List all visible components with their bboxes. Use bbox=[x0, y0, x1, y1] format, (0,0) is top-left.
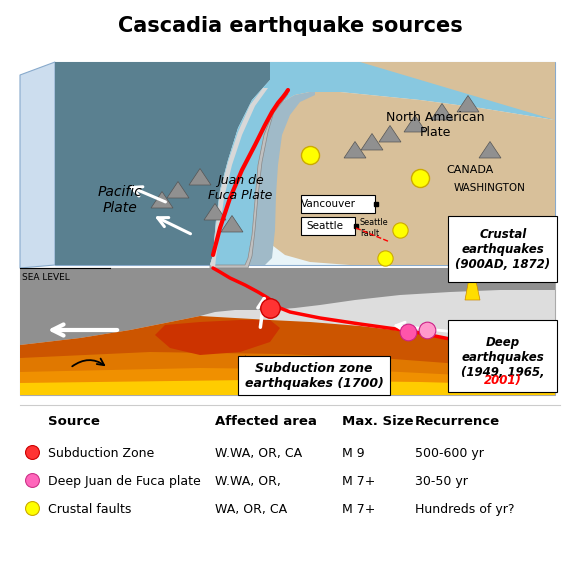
Polygon shape bbox=[189, 168, 211, 185]
Polygon shape bbox=[20, 316, 555, 395]
Text: SEA LEVEL: SEA LEVEL bbox=[22, 273, 70, 282]
Text: 30-50 yr: 30-50 yr bbox=[415, 475, 468, 488]
Polygon shape bbox=[155, 320, 280, 355]
Text: Juan de
Fuca Plate: Juan de Fuca Plate bbox=[208, 174, 272, 202]
Text: 500-600 yr: 500-600 yr bbox=[415, 447, 484, 460]
Text: 2001): 2001) bbox=[484, 374, 522, 387]
Polygon shape bbox=[210, 88, 268, 268]
Polygon shape bbox=[379, 125, 401, 142]
Text: Source: Source bbox=[48, 415, 100, 428]
Polygon shape bbox=[361, 133, 383, 150]
FancyBboxPatch shape bbox=[301, 195, 375, 213]
Polygon shape bbox=[55, 62, 555, 265]
FancyBboxPatch shape bbox=[448, 320, 557, 392]
FancyBboxPatch shape bbox=[301, 217, 355, 235]
Polygon shape bbox=[167, 182, 189, 198]
Polygon shape bbox=[20, 62, 55, 268]
Text: Cascadia earthquake sources: Cascadia earthquake sources bbox=[118, 16, 462, 36]
Polygon shape bbox=[151, 191, 173, 208]
Polygon shape bbox=[479, 141, 501, 158]
Text: Affected area: Affected area bbox=[215, 415, 317, 428]
Text: Seattle: Seattle bbox=[306, 221, 343, 231]
Text: Deep Juan de Fuca plate: Deep Juan de Fuca plate bbox=[48, 475, 201, 488]
Text: North American
Plate: North American Plate bbox=[386, 111, 484, 139]
Polygon shape bbox=[20, 268, 555, 345]
Text: M 9: M 9 bbox=[342, 447, 365, 460]
Text: Deep
earthquakes
(1949, 1965,: Deep earthquakes (1949, 1965, bbox=[461, 336, 545, 379]
Polygon shape bbox=[404, 116, 426, 132]
Polygon shape bbox=[221, 216, 243, 232]
FancyBboxPatch shape bbox=[238, 356, 390, 395]
Polygon shape bbox=[465, 262, 480, 300]
Polygon shape bbox=[431, 104, 453, 120]
Polygon shape bbox=[20, 380, 555, 395]
Text: WASHINGTON: WASHINGTON bbox=[454, 183, 526, 193]
Text: Subduction zone
earthquakes (1700): Subduction zone earthquakes (1700) bbox=[245, 362, 383, 390]
Polygon shape bbox=[457, 95, 479, 112]
Text: W.WA, OR,: W.WA, OR, bbox=[215, 475, 281, 488]
FancyBboxPatch shape bbox=[448, 216, 557, 282]
Text: Max. Size: Max. Size bbox=[342, 415, 414, 428]
Text: M 7+: M 7+ bbox=[342, 475, 375, 488]
Polygon shape bbox=[255, 62, 555, 265]
Text: Crustal faults: Crustal faults bbox=[48, 503, 132, 516]
Text: Pacific
Plate: Pacific Plate bbox=[97, 185, 142, 215]
Text: Recurrence: Recurrence bbox=[415, 415, 500, 428]
Polygon shape bbox=[344, 141, 366, 158]
Text: WA, OR, CA: WA, OR, CA bbox=[215, 503, 287, 516]
Text: CANADA: CANADA bbox=[447, 165, 494, 175]
Polygon shape bbox=[204, 204, 226, 220]
Polygon shape bbox=[20, 352, 555, 395]
Text: Hundreds of yr?: Hundreds of yr? bbox=[415, 503, 514, 516]
Text: Crustal
earthquakes
(900AD, 1872): Crustal earthquakes (900AD, 1872) bbox=[455, 228, 550, 271]
Polygon shape bbox=[55, 62, 270, 265]
Polygon shape bbox=[210, 93, 288, 268]
Text: M 7+: M 7+ bbox=[342, 503, 375, 516]
Polygon shape bbox=[210, 62, 555, 265]
Polygon shape bbox=[248, 92, 315, 265]
Polygon shape bbox=[20, 268, 555, 395]
Text: W.WA, OR, CA: W.WA, OR, CA bbox=[215, 447, 302, 460]
Text: Vancouver: Vancouver bbox=[300, 199, 356, 209]
Text: Subduction Zone: Subduction Zone bbox=[48, 447, 154, 460]
Polygon shape bbox=[20, 368, 555, 395]
Text: Seattle
Fault: Seattle Fault bbox=[360, 218, 389, 237]
